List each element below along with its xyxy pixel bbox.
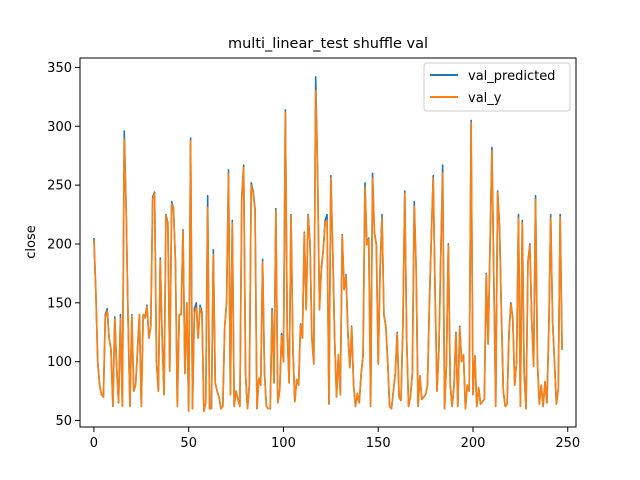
- x-tick-label: 100: [271, 436, 296, 451]
- series-line-val-y: [93, 90, 563, 412]
- y-tick-label: 250: [47, 179, 72, 194]
- x-tick-label: 250: [555, 436, 580, 451]
- chart-title: multi_linear_test shuffle val: [228, 36, 428, 52]
- y-tick-label: 300: [47, 120, 72, 135]
- y-axis-title: close: [24, 225, 39, 258]
- y-tick-label: 100: [47, 355, 72, 370]
- x-axis: 0 50 100 150 200 250: [90, 427, 580, 451]
- x-tick-label: 200: [461, 436, 486, 451]
- x-tick-label: 150: [366, 436, 391, 451]
- x-tick-label: 50: [180, 436, 197, 451]
- y-tick-label: 200: [47, 237, 72, 252]
- legend-box: [423, 62, 571, 112]
- y-tick-label: 150: [47, 296, 72, 311]
- legend-label-val-predicted: val_predicted: [468, 69, 555, 84]
- y-axis: 50 100 150 200 250 300 350: [47, 61, 80, 429]
- legend-label-val-y: val_y: [468, 91, 502, 106]
- series-layer: [93, 76, 563, 412]
- plot-frame: [79, 57, 577, 428]
- y-tick-label: 350: [47, 61, 72, 76]
- x-tick-label: 0: [90, 436, 98, 451]
- y-tick-label: 50: [55, 414, 72, 429]
- legend: val_predicted val_y: [423, 62, 571, 112]
